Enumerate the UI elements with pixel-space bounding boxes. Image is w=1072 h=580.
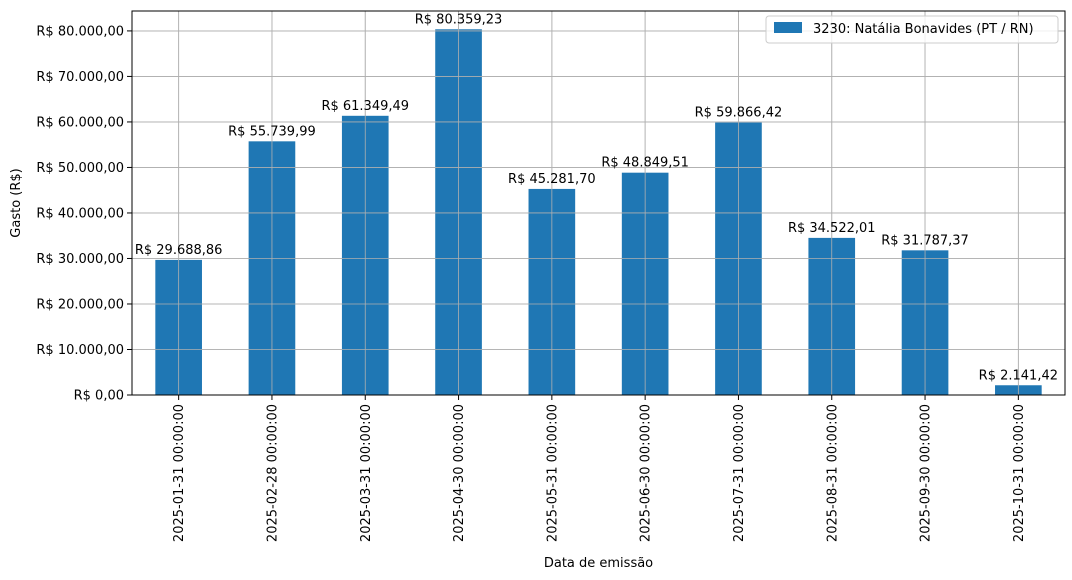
data-label: R$ 29.688,86 xyxy=(135,243,223,258)
y-tick-label: R$ 20.000,00 xyxy=(36,297,124,312)
data-label: R$ 31.787,37 xyxy=(881,233,969,248)
legend: 3230: Natália Bonavides (PT / RN) xyxy=(765,15,1059,44)
data-label: R$ 55.739,99 xyxy=(228,124,316,139)
x-tick-label: 2025-02-28 00:00:00 xyxy=(265,404,280,542)
x-tick-label: 2025-10-31 00:00:00 xyxy=(1012,404,1027,542)
legend-frame xyxy=(765,15,1059,44)
x-tick-label: 2025-09-30 00:00:00 xyxy=(919,404,934,542)
data-label: R$ 61.349,49 xyxy=(321,99,409,114)
x-tick-label: 2025-04-30 00:00:00 xyxy=(452,404,467,542)
x-tick-label: 2025-01-31 00:00:00 xyxy=(172,404,187,542)
y-axis-label: Gasto (R$) xyxy=(9,168,24,237)
plot-frame xyxy=(131,10,1066,396)
data-labels: R$ 29.688,86 R$ 55.739,99 R$ 61.349,49 R$ 8… xyxy=(135,12,1058,383)
y-tick-label: R$ 60.000,00 xyxy=(36,115,124,130)
legend-entry: 3230: Natália Bonavides (PT / RN) xyxy=(813,22,1034,37)
data-label: R$ 34.522,01 xyxy=(788,221,876,236)
data-label: R$ 80.359,23 xyxy=(415,12,503,27)
y-tick-label: R$ 10.000,00 xyxy=(36,343,124,358)
y-tick-label: R$ 70.000,00 xyxy=(36,70,124,85)
x-tick-label: 2025-03-31 00:00:00 xyxy=(359,404,374,542)
x-axis-label: Data de emissão xyxy=(544,556,653,571)
data-label: R$ 45.281,70 xyxy=(508,172,596,187)
x-axis: 2025-01-31 00:00:00 2025-02-28 00:00:00 20… xyxy=(172,395,1027,542)
x-tick-label: 2025-08-31 00:00:00 xyxy=(825,404,840,542)
y-tick-label: R$ 30.000,00 xyxy=(36,252,124,267)
data-label: R$ 59.866,42 xyxy=(695,106,783,121)
y-axis: R$ 0,00 R$ 10.000,00 R$ 20.000,00 R$ 30.000… xyxy=(36,24,132,404)
x-tick-label: 2025-07-31 00:00:00 xyxy=(732,404,747,542)
data-label: R$ 48.849,51 xyxy=(601,156,689,171)
axes-frame xyxy=(131,10,1066,396)
legend-swatch xyxy=(774,22,802,33)
x-tick-label: 2025-06-30 00:00:00 xyxy=(639,404,654,542)
x-tick-label: 2025-05-31 00:00:00 xyxy=(545,404,560,542)
y-tick-label: R$ 0,00 xyxy=(74,389,124,404)
data-label: R$ 2.141,42 xyxy=(979,368,1058,383)
y-tick-label: R$ 40.000,00 xyxy=(36,206,124,221)
y-tick-label: R$ 50.000,00 xyxy=(36,161,124,176)
y-tick-label: R$ 80.000,00 xyxy=(36,24,124,39)
